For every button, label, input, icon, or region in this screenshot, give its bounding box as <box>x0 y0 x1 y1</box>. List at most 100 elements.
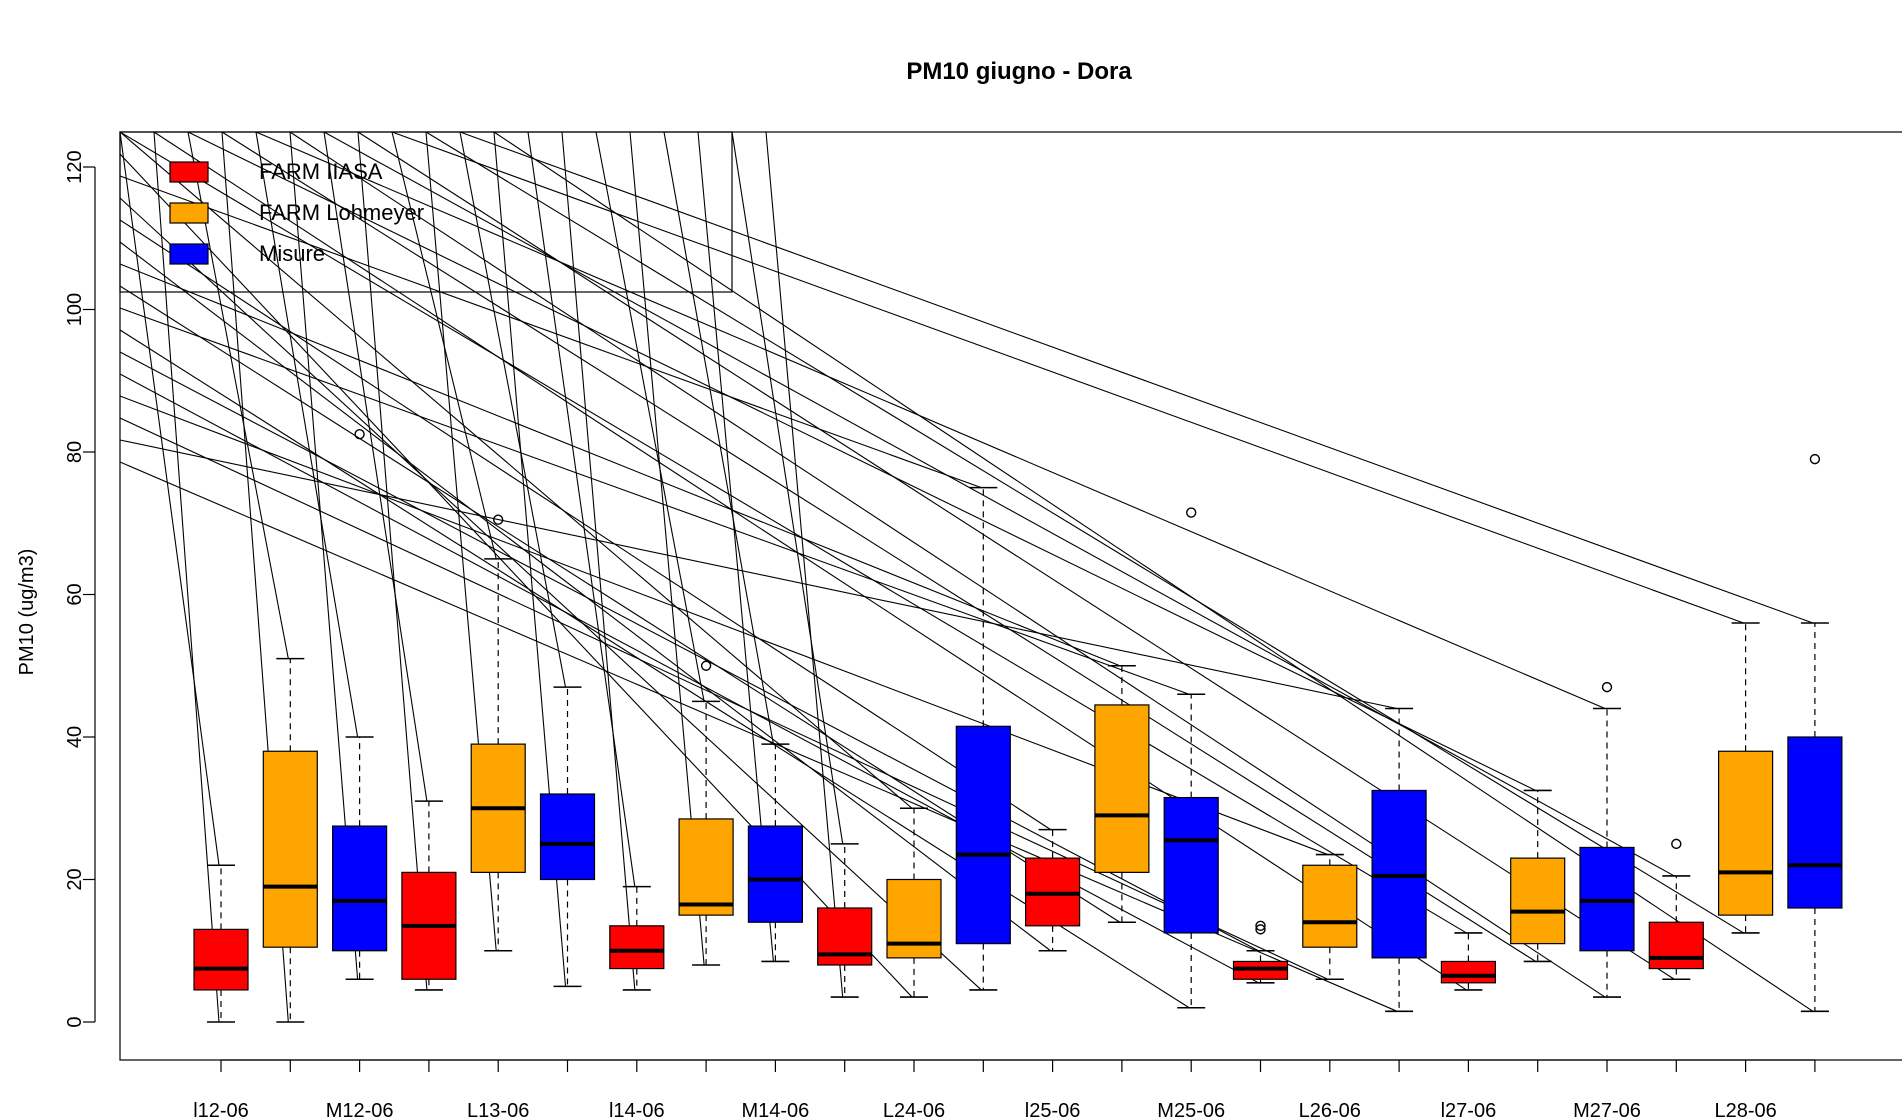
x-tick-label: L26-06 <box>1299 1100 1361 1119</box>
connector-lines <box>119 131 1814 1023</box>
box-group <box>1371 707 1427 1013</box>
outlier-point <box>493 514 504 525</box>
connector-line <box>595 131 705 702</box>
box-group <box>678 660 734 966</box>
box <box>193 928 249 991</box>
box <box>1717 750 1774 916</box>
connector-line <box>119 219 1051 831</box>
box-group <box>262 657 318 1023</box>
box-group <box>539 686 596 988</box>
box-group <box>747 743 804 963</box>
legend: FARM IIASA FARM Lohmeyer Misure <box>119 131 733 293</box>
outlier-point <box>700 660 712 671</box>
connector-line <box>255 131 1606 710</box>
box <box>1648 921 1704 970</box>
box-group <box>1787 453 1843 1013</box>
box-group <box>470 514 526 952</box>
connector-line <box>561 131 636 990</box>
y-tick-label: 60 <box>64 583 86 605</box>
x-tick-label: l14-06 <box>609 1100 665 1119</box>
x-tick-label: L24-06 <box>883 1100 945 1119</box>
box <box>609 925 665 970</box>
connector-line <box>323 131 428 802</box>
box <box>747 825 804 923</box>
box <box>1302 864 1358 948</box>
y-tick-label: 20 <box>64 868 86 890</box>
connector-line <box>255 131 359 738</box>
y-axis-label: PM10 (ug/m3) <box>16 549 38 676</box>
x-tick-label: M27-06 <box>1573 1100 1641 1119</box>
connector-line <box>459 131 567 688</box>
connector-line <box>119 131 913 809</box>
box-group <box>609 885 665 991</box>
box <box>1787 736 1843 909</box>
outlier-point <box>354 428 365 440</box>
x-tick-label: L13-06 <box>467 1100 529 1119</box>
box-group <box>1648 838 1704 981</box>
box <box>539 793 596 881</box>
connector-line <box>527 131 636 887</box>
plot-frame <box>119 131 1902 1061</box>
box-group <box>193 864 249 1023</box>
connector-line <box>391 131 1744 624</box>
outlier-point <box>1185 507 1197 518</box>
x-tick-label: L28-06 <box>1714 1100 1776 1119</box>
box <box>1510 857 1566 945</box>
box-group <box>1579 681 1635 998</box>
x-tick-label: M14-06 <box>741 1100 809 1119</box>
connector-line <box>119 263 1121 667</box>
outlier-point <box>1255 924 1266 935</box>
box <box>817 907 873 966</box>
box-group <box>401 800 457 991</box>
box <box>262 750 318 948</box>
outlier-point <box>1255 920 1266 932</box>
connector-line <box>323 131 1675 877</box>
x-tick-label: M25-06 <box>1157 1100 1225 1119</box>
connector-line <box>119 307 1190 695</box>
connector-line <box>187 131 1536 791</box>
legend-label: FARM IIASA <box>259 159 383 184</box>
y-tick-label: 80 <box>64 441 86 463</box>
x-tick-label: M12-06 <box>326 1100 394 1119</box>
x-tick-label: l25-06 <box>1025 1100 1081 1119</box>
connector-line <box>221 131 1536 962</box>
y-tick-label: 100 <box>64 293 86 326</box>
box <box>678 818 734 916</box>
connector-line <box>731 131 844 844</box>
y-axis: 0 20 40 60 80 100 120 <box>64 150 96 1028</box>
connector-line <box>119 417 1329 980</box>
x-axis: l12-06 M12-06 L13-06 l14-06 M14-06 L24-06 l25-… <box>193 1059 1816 1119</box>
connector-line <box>357 131 428 990</box>
legend-label: FARM Lohmeyer <box>259 200 424 225</box>
box-group <box>955 486 1011 991</box>
x-tick-label: l27-06 <box>1441 1100 1497 1119</box>
connector-line <box>697 131 774 962</box>
legend-swatch <box>169 243 209 265</box>
box <box>1163 796 1219 934</box>
outlier-point <box>1671 838 1682 850</box>
x-tick-label: l12-06 <box>193 1100 249 1119</box>
outlier-point <box>1601 681 1613 693</box>
y-tick-label: 120 <box>64 150 86 183</box>
box-group <box>817 843 873 998</box>
box <box>332 825 388 952</box>
chart-title: PM10 giugno - Dora <box>906 58 1132 85</box>
outlier-point <box>1809 453 1821 465</box>
box <box>886 878 942 959</box>
box-group <box>1163 507 1219 1009</box>
box-group <box>1302 853 1358 981</box>
connector-line <box>663 131 774 745</box>
connector-line <box>153 131 220 1023</box>
connector-line <box>119 329 1190 1009</box>
box-group <box>332 428 388 981</box>
box-group <box>1232 920 1289 984</box>
box <box>1440 960 1497 984</box>
box-group <box>1510 789 1566 963</box>
connector-line <box>119 131 1467 934</box>
connector-line <box>459 131 1814 624</box>
connector-line <box>765 131 844 998</box>
connector-line <box>119 175 982 489</box>
legend-swatch <box>169 161 209 183</box>
legend-swatch <box>169 202 209 224</box>
